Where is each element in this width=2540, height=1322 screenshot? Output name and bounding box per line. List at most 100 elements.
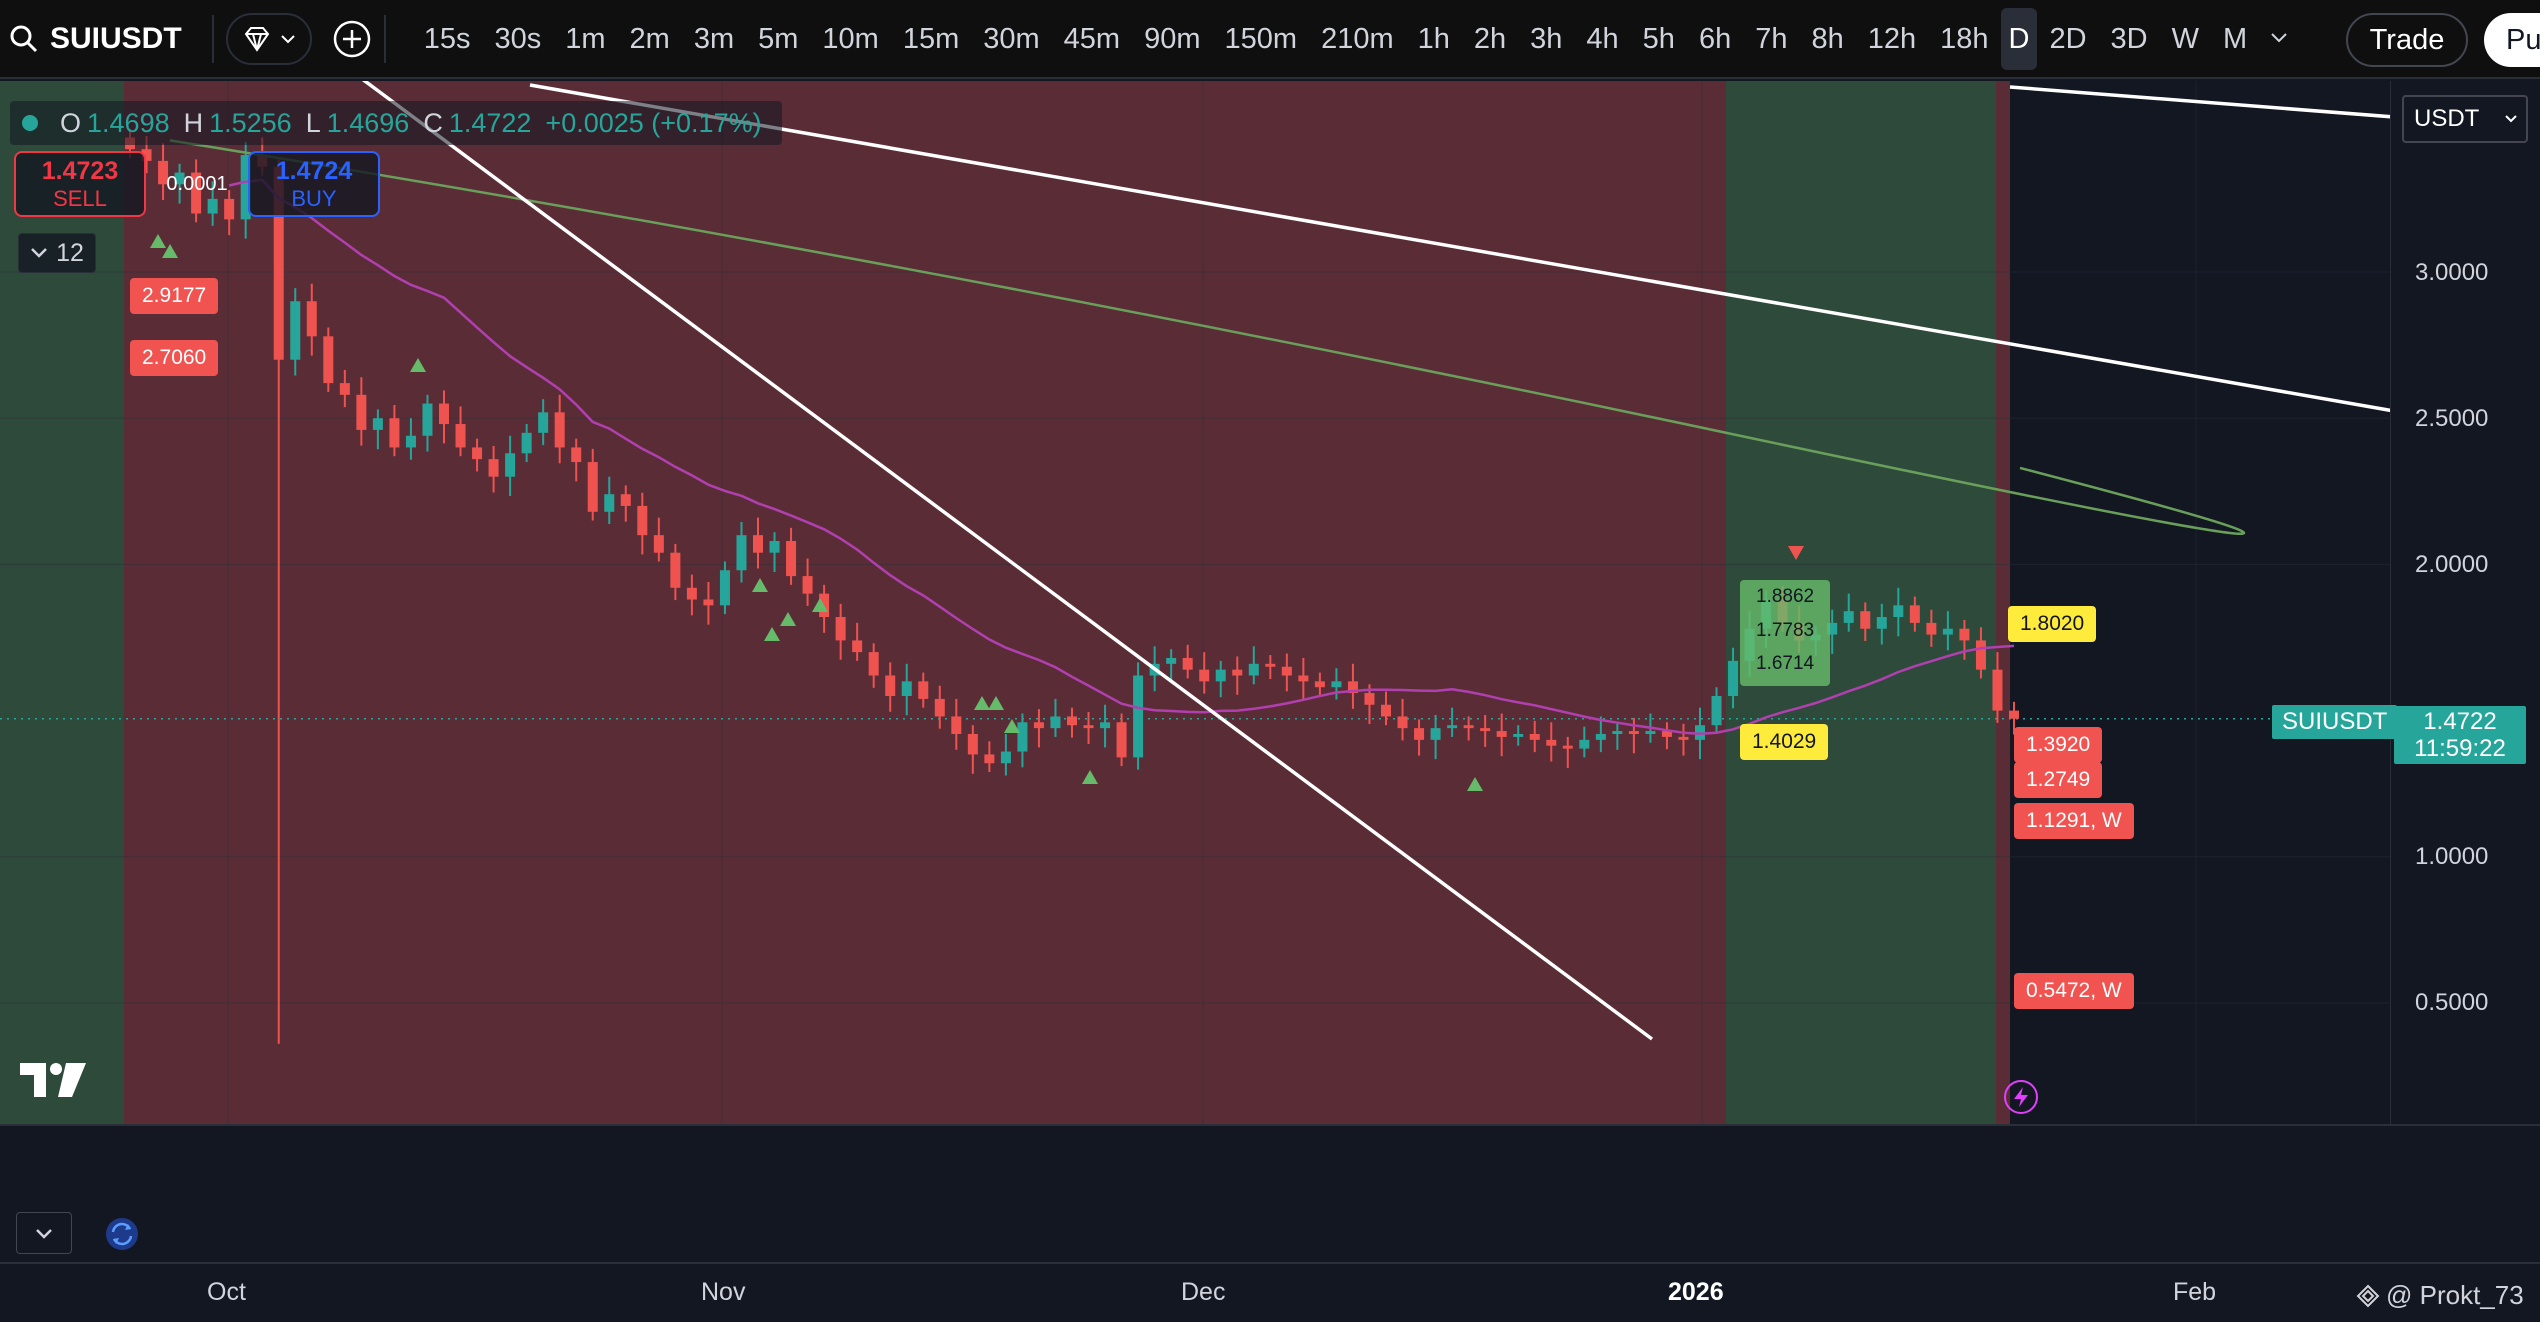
candle-body bbox=[1579, 739, 1590, 749]
price-tick: 2.0000 bbox=[2415, 551, 2489, 578]
symbol-name[interactable]: SUIUSDT bbox=[50, 21, 182, 55]
interval-15s[interactable]: 15s bbox=[423, 22, 471, 55]
candle-body bbox=[1678, 736, 1689, 740]
candle-body bbox=[571, 447, 582, 463]
candle-body bbox=[802, 576, 813, 594]
candle-body bbox=[1480, 728, 1491, 732]
chart-pane[interactable]: O 1.4698 H 1.5256 L 1.4696 C 1.4722 +0.0… bbox=[0, 81, 2540, 1124]
candle-body bbox=[653, 535, 664, 553]
candle-body bbox=[372, 418, 383, 430]
time-label: Feb bbox=[2173, 1278, 2217, 1306]
candle-body bbox=[1529, 733, 1540, 740]
interval-2h[interactable]: 2h bbox=[1473, 22, 1507, 55]
candle-body bbox=[2009, 710, 2019, 719]
candle-body bbox=[637, 505, 648, 536]
candle-body bbox=[1265, 663, 1276, 667]
candle-body bbox=[1562, 745, 1573, 749]
candle-body bbox=[1661, 731, 1672, 737]
interval-W[interactable]: W bbox=[2171, 22, 2199, 55]
candle-body bbox=[1000, 751, 1011, 764]
candle-body bbox=[1364, 693, 1375, 705]
moving-average-line bbox=[228, 178, 2015, 735]
interval-2m[interactable]: 2m bbox=[629, 22, 670, 55]
interval-1m[interactable]: 1m bbox=[565, 22, 606, 55]
indicators-toggle[interactable]: 12 bbox=[18, 233, 96, 273]
candle-body bbox=[1116, 722, 1127, 758]
buy-signal-marker bbox=[988, 696, 1004, 710]
candle-body bbox=[1513, 733, 1524, 737]
interval-D[interactable]: D bbox=[2000, 7, 2038, 70]
interval-5h[interactable]: 5h bbox=[1642, 22, 1675, 55]
candle-body bbox=[587, 462, 598, 512]
interval-8h[interactable]: 8h bbox=[1811, 22, 1844, 55]
publish-button[interactable]: Pu bbox=[2484, 13, 2540, 67]
interval-6h[interactable]: 6h bbox=[1698, 22, 1732, 55]
sell-button[interactable]: 1.4723 SELL bbox=[14, 151, 146, 217]
price-tick: 2.5000 bbox=[2415, 405, 2489, 432]
candle-body bbox=[1447, 725, 1458, 729]
interval-M[interactable]: M bbox=[2223, 22, 2248, 55]
box-label: 1.6714 bbox=[1756, 653, 1815, 674]
interval-7h[interactable]: 7h bbox=[1755, 22, 1788, 55]
candle-body bbox=[1942, 628, 1953, 635]
interval-15m[interactable]: 15m bbox=[902, 22, 960, 55]
candle-body bbox=[1166, 657, 1177, 664]
candle-body bbox=[1893, 605, 1904, 618]
interval-list: 15s 30s 1m 2m 3m 5m 10m 15m 30m 45m 90m 150m 210m 1h 2… bbox=[412, 7, 2259, 70]
interval-12h[interactable]: 12h bbox=[1867, 22, 1917, 55]
sync-icon[interactable] bbox=[104, 1216, 140, 1252]
sell-signal-marker bbox=[1788, 546, 1804, 560]
candle-body bbox=[174, 172, 185, 185]
market-status-dot bbox=[22, 115, 38, 131]
top-toolbar: SUIUSDT 15s 30s 1m 2m 3m 5m 10m 15m 30m 45m 90m 150… bbox=[0, 0, 2540, 79]
trade-button[interactable]: Trade bbox=[2346, 13, 2468, 67]
candle-body bbox=[158, 160, 169, 185]
interval-5m[interactable]: 5m bbox=[758, 22, 799, 55]
compare-add-button[interactable] bbox=[332, 19, 372, 59]
interval-45m[interactable]: 45m bbox=[1063, 22, 1121, 55]
candle-body bbox=[1414, 728, 1425, 740]
pane-collapse-button[interactable] bbox=[16, 1212, 72, 1254]
candle-body bbox=[323, 336, 334, 384]
level-label: 0.5472, W bbox=[2014, 973, 2134, 1009]
candle-body bbox=[1381, 704, 1391, 717]
price-axis[interactable]: 3.0000 2.5000 2.0000 1.0000 0.5000 bbox=[2390, 81, 2540, 1124]
buy-signal-marker bbox=[764, 627, 780, 641]
interval-10m[interactable]: 10m bbox=[822, 22, 879, 55]
interval-3h[interactable]: 3h bbox=[1530, 22, 1563, 55]
intervals-more-button[interactable] bbox=[2269, 30, 2289, 48]
interval-30s[interactable]: 30s bbox=[494, 22, 542, 55]
range-box bbox=[1740, 580, 1830, 686]
buy-button[interactable]: 1.4724 BUY bbox=[248, 151, 380, 217]
interval-210m[interactable]: 210m bbox=[1321, 22, 1394, 55]
interval-18h[interactable]: 18h bbox=[1940, 22, 1989, 55]
symbol-type-button[interactable] bbox=[225, 12, 312, 65]
level-label: 1.8020 bbox=[2008, 606, 2097, 642]
symbol-search[interactable]: SUIUSDT bbox=[0, 0, 200, 78]
tradingview-logo[interactable] bbox=[20, 1063, 86, 1102]
candle-body bbox=[1711, 695, 1722, 726]
interval-3D[interactable]: 3D bbox=[2110, 22, 2148, 55]
search-icon[interactable] bbox=[6, 21, 42, 57]
candle-body bbox=[1182, 657, 1193, 670]
interval-4h[interactable]: 4h bbox=[1586, 22, 1619, 55]
candle-body bbox=[1595, 733, 1606, 740]
interval-30m[interactable]: 30m bbox=[983, 22, 1040, 55]
currency-value: USDT bbox=[2414, 105, 2480, 132]
candle-body bbox=[686, 587, 697, 600]
ohlc-legend: O 1.4698 H 1.5256 L 1.4696 C 1.4722 +0.0… bbox=[10, 101, 782, 145]
interval-2D[interactable]: 2D bbox=[2049, 22, 2087, 55]
level-label: 2.7060 bbox=[130, 340, 219, 376]
interval-3m[interactable]: 3m bbox=[693, 22, 735, 55]
time-axis[interactable]: Oct Nov Dec 2026 Feb bbox=[0, 1262, 2540, 1322]
price-plot[interactable] bbox=[0, 81, 2390, 1124]
interval-90m[interactable]: 90m bbox=[1144, 22, 1201, 55]
interval-150m[interactable]: 150m bbox=[1224, 22, 1298, 55]
bar-countdown: 11:59:22 bbox=[2414, 735, 2506, 762]
candle-body bbox=[736, 535, 747, 571]
candle-body bbox=[1463, 725, 1474, 729]
currency-select[interactable]: USDT bbox=[2402, 95, 2528, 143]
lightning-icon[interactable] bbox=[2004, 1080, 2038, 1114]
interval-1h[interactable]: 1h bbox=[1417, 22, 1450, 55]
box-label: 1.8862 bbox=[1756, 586, 1815, 607]
